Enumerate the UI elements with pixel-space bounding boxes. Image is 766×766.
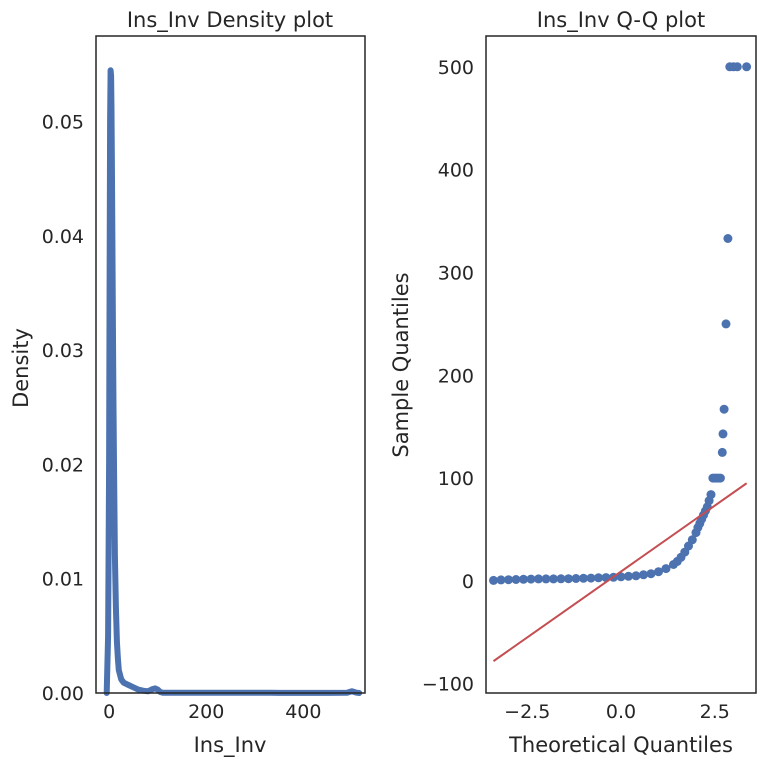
qq-point <box>718 429 728 439</box>
qq-y-tick-label: 0 <box>462 571 474 593</box>
qq-plot-area <box>489 62 752 662</box>
density-curve <box>103 67 363 696</box>
qq-reference-line <box>492 482 748 662</box>
qq-point <box>579 573 588 583</box>
qq-point <box>549 574 558 584</box>
qq-point <box>742 62 752 72</box>
density-y-ticks: 0.00 0.01 0.02 0.03 0.04 0.05 <box>42 112 84 705</box>
qq-point <box>594 573 603 583</box>
qq-x-axis-label: Theoretical Quantiles <box>508 733 733 757</box>
qq-point <box>526 574 536 584</box>
qq-point <box>723 234 733 243</box>
qq-y-tick-label: 200 <box>438 365 474 387</box>
density-y-tick-label: 0.04 <box>42 226 84 248</box>
qq-point <box>571 574 581 583</box>
qq-point <box>616 572 626 582</box>
density-y-tick-label: 0.03 <box>42 340 84 362</box>
qq-x-tick-label: 2.5 <box>700 701 730 723</box>
qq-point <box>721 319 731 329</box>
qq-x-ticks: −2.5 0.0 2.5 <box>504 701 730 723</box>
qq-point <box>717 447 727 457</box>
qq-y-tick-label: 400 <box>438 160 474 182</box>
density-x-tick-label: 400 <box>285 701 321 723</box>
qq-point <box>661 564 671 574</box>
density-y-axis-label: Density <box>9 328 33 408</box>
qq-x-tick-label: −2.5 <box>504 701 550 723</box>
qq-point <box>639 570 648 580</box>
density-plot-panel: Ins_Inv Density plot 0 200 400 0.000.010.0… <box>9 8 366 758</box>
qq-point <box>732 62 742 72</box>
qq-point <box>496 575 506 585</box>
qq-point <box>631 571 641 581</box>
density-x-ticks: 0 200 400 <box>103 701 321 723</box>
density-plot-frame <box>95 35 366 694</box>
qq-point <box>519 574 528 584</box>
qq-point <box>706 490 716 500</box>
qq-plot-panel: Ins_Inv Q-Q plot −2.5 0.0 2.5 −100 0 100 200 3… <box>389 8 757 757</box>
density-x-axis-label: Ins_Inv <box>194 733 267 758</box>
qq-y-axis-label: Sample Quantiles <box>389 272 413 457</box>
density-y-tick-label: 0.01 <box>42 569 84 591</box>
qq-plot-frame <box>485 35 757 694</box>
qq-point <box>534 574 543 584</box>
density-y-tick-label: 0.00 <box>42 683 84 705</box>
density-y-tick-label: 0.02 <box>42 454 84 476</box>
qq-y-ticks: −100 0 100 200 300 400 500 <box>422 57 474 696</box>
qq-point <box>511 575 521 584</box>
density-plot-area <box>103 67 363 696</box>
qq-point <box>504 575 513 585</box>
density-x-tick-label: 0 <box>103 701 115 723</box>
qq-y-tick-label: −100 <box>422 674 474 696</box>
qq-point <box>719 404 729 414</box>
qq-point <box>564 574 573 584</box>
qq-point <box>541 574 551 584</box>
qq-point <box>586 573 596 583</box>
qq-y-tick-label: 500 <box>438 57 474 79</box>
qq-point <box>715 473 725 483</box>
qq-point <box>556 574 566 584</box>
qq-point <box>687 535 697 545</box>
qq-y-tick-label: 100 <box>438 468 474 490</box>
qq-plot-title: Ins_Inv Q-Q plot <box>537 8 705 33</box>
density-plot-title: Ins_Inv Density plot <box>127 8 333 33</box>
density-x-tick-label: 200 <box>188 701 224 723</box>
qq-y-tick-label: 300 <box>438 262 474 284</box>
qq-point <box>654 567 663 577</box>
qq-point <box>624 571 633 581</box>
qq-point <box>489 575 498 585</box>
qq-point <box>646 569 656 579</box>
density-y-tick-label: 0.05 <box>42 112 84 134</box>
qq-x-tick-label: 0.0 <box>606 701 636 723</box>
